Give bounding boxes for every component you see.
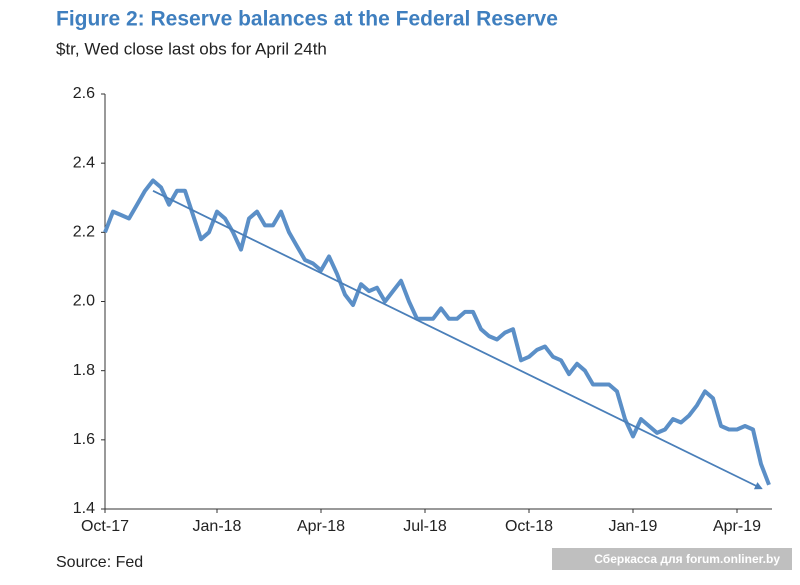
watermark: Сберкасса для forum.onliner.by [594, 552, 780, 566]
x-tick-label: Oct-18 [505, 518, 553, 535]
x-tick-label: Jan-18 [193, 518, 242, 535]
y-tick-label: 2.6 [73, 85, 95, 102]
x-tick-label: Oct-17 [81, 518, 129, 535]
watermark-bg [552, 548, 792, 570]
y-tick-label: 2.0 [73, 293, 95, 310]
x-tick-label: Apr-19 [713, 518, 761, 535]
trend-line [152, 190, 763, 490]
y-tick-label: 2.4 [73, 154, 95, 171]
source: Source: Fed [56, 554, 143, 571]
x-tick-label: Apr-18 [297, 518, 345, 535]
x-tick-label: Jul-18 [403, 518, 447, 535]
y-tick-label: 2.2 [73, 224, 95, 241]
chart-subtitle: $tr, Wed close last obs for April 24th [56, 39, 327, 58]
data-line [103, 178, 771, 486]
x-tick-label: Jan-19 [609, 518, 658, 535]
y-tick-label: 1.6 [73, 431, 95, 448]
y-tick-label: 1.4 [73, 500, 95, 517]
chart-title: Figure 2: Reserve balances at the Federa… [56, 8, 558, 31]
y-tick-label: 1.8 [73, 362, 95, 379]
